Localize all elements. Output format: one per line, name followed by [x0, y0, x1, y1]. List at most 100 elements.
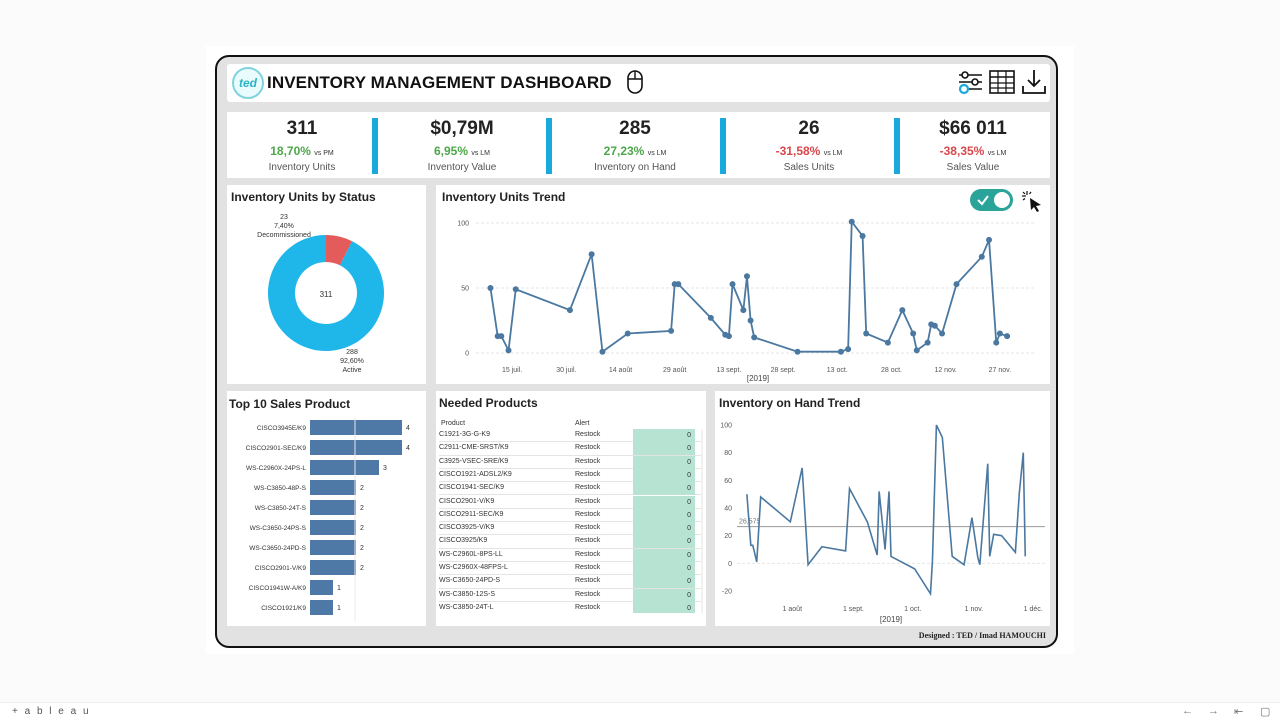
table-scrollbar[interactable] [701, 429, 703, 613]
kpi-label: Inventory Value [427, 162, 497, 173]
table-row[interactable]: CISCO1921-ADSL2/K9 Restock 0 [439, 468, 703, 483]
table-row[interactable]: CISCO2901-V/K9 Restock 0 [439, 495, 703, 509]
units-trend-chart[interactable]: 0 50 100 15 juil. 30 juil. 14 août 29 août 13 s… [436, 185, 1050, 384]
table-row[interactable]: WS-C2960L-8PS-LL Restock 0 [439, 548, 703, 562]
kpi-sales-value: $66 011 -38,35% vs LM Sales Value [898, 112, 1048, 178]
y-tick-label: 100 [720, 423, 732, 430]
undo-icon[interactable]: ← [1182, 705, 1193, 717]
top10-title: Top 10 Sales Product [229, 397, 351, 411]
table-row[interactable]: WS-C3850-24T-L Restock 0 [439, 601, 703, 613]
active-pct: 92,60% [340, 358, 364, 365]
data-point [863, 330, 870, 337]
qty-cell: 0 [633, 442, 695, 456]
data-point [599, 348, 606, 355]
data-point [588, 251, 595, 258]
needed-products-table[interactable]: Product Alert C1921-3G-G-K9 Restock 0 C2911… [439, 419, 703, 613]
x-tick-label: 1 oct. [904, 606, 921, 613]
bar-value-label: 2 [360, 565, 364, 572]
data-point [675, 281, 682, 288]
bar-value-label: 4 [406, 445, 410, 452]
download-icon[interactable] [1019, 67, 1049, 97]
needed-products-title: Needed Products [439, 396, 538, 410]
series-line [746, 424, 1027, 597]
table-grid-icon[interactable] [987, 67, 1017, 97]
product-cell: WS-C3650-24PD-S [439, 577, 501, 585]
product-cell: CISCO3925-V/K9 [439, 524, 495, 532]
data-point [913, 347, 920, 354]
top10-bar-chart[interactable]: CISCO3945E/K9 4 CISCO2901-SEC/K9 4 WS-C2960X… [227, 391, 426, 626]
units-trend-title: Inventory Units Trend [442, 190, 566, 204]
data-point [884, 339, 891, 346]
kpi-separator [894, 118, 900, 174]
data-point [668, 327, 675, 334]
y-tick-label: 20 [724, 533, 732, 540]
alert-cell: Restock [575, 470, 601, 478]
data-point [978, 253, 985, 260]
mouse-icon[interactable] [621, 68, 649, 96]
kpi-label: Inventory Units [268, 162, 336, 173]
bar [310, 540, 356, 555]
revert-icon[interactable]: ⇤ [1234, 706, 1244, 718]
status-donut-chart[interactable]: 23 7,40% Decommissioned 311 288 92,60% A… [227, 185, 426, 384]
col-alert: Alert [575, 420, 590, 427]
data-point [624, 330, 631, 337]
kpi-delta-pct: -31,58% [775, 144, 821, 158]
data-point [512, 286, 519, 293]
table-row[interactable]: CISCO3925-V/K9 Restock 0 [439, 522, 703, 536]
donut-slice-active [268, 235, 384, 351]
y-tick-label: 0 [728, 561, 732, 568]
data-point [740, 307, 747, 314]
kpi-separator [546, 118, 552, 174]
alert-cell: Restock [575, 603, 601, 611]
bar-category-label: CISCO1921/K9 [261, 605, 306, 612]
data-point [939, 330, 946, 337]
qty-cell: 0 [633, 429, 695, 442]
cursor-click-icon[interactable] [1020, 189, 1044, 213]
product-cell: CISCO3925/K9 [439, 537, 488, 545]
kpi-value: $0,79M [430, 118, 494, 139]
table-row[interactable]: WS-C3650-24PD-S Restock 0 [439, 575, 703, 589]
data-point [899, 307, 906, 314]
onhand-trend-title: Inventory on Hand Trend [719, 396, 861, 410]
x-tick-label: 1 nov. [965, 606, 984, 613]
tableau-logo[interactable]: + a b l e a u [12, 706, 91, 717]
table-row[interactable]: WS-C2960X-48FPS-L Restock 0 [439, 562, 703, 576]
kpi-delta: 18,70% vs PM [227, 144, 377, 158]
table-row[interactable]: CISCO2911-SEC/K9 Restock 0 [439, 508, 703, 523]
table-row[interactable]: CISCO3925/K9 Restock 0 [439, 535, 703, 549]
alert-cell: Restock [575, 590, 601, 598]
bar [310, 480, 356, 495]
table-row[interactable]: C2911-CME-SRST/K9 Restock 0 [439, 442, 703, 456]
redo-icon[interactable]: → [1208, 705, 1219, 717]
filter-sliders-icon[interactable] [955, 67, 985, 97]
y-tick-label: 50 [461, 286, 469, 293]
bar-value-label: 2 [360, 525, 364, 532]
table-row[interactable]: WS-C3850-12S-S Restock 0 [439, 588, 703, 602]
table-row[interactable]: CISCO1941-SEC/K9 Restock 0 [439, 482, 703, 496]
needed-products-panel: Needed Products Product Alert C1921-3G-G… [436, 391, 706, 626]
product-cell: CISCO2911-SEC/K9 [439, 510, 504, 518]
ted-logo: ted [232, 67, 264, 99]
qty-cell: 0 [633, 468, 695, 482]
kpi-delta: 6,95% vs LM [387, 144, 537, 158]
tableau-toolbar: + a b l e a u ← → ⇤ ▢ [0, 702, 1280, 720]
table-row[interactable]: C3925-VSEC-SRE/K9 Restock 0 [439, 455, 703, 469]
kpi-inventory-on-hand: 285 27,23% vs LM Inventory on Hand [560, 112, 710, 178]
kpi-sales-units: 26 -31,58% vs LM Sales Units [734, 112, 884, 178]
table-row[interactable]: C1921-3G-G-K9 Restock 0 [439, 429, 703, 443]
kpi-vs: vs PM [314, 150, 334, 157]
qty-cell: 0 [633, 548, 695, 562]
product-cell: WS-C3850-12S-S [439, 590, 496, 598]
product-cell: C2911-CME-SRST/K9 [439, 444, 509, 452]
active-label: Active [342, 367, 361, 374]
x-tick-label: 1 sept. [843, 606, 864, 613]
kpi-value: $66 011 [939, 118, 1007, 139]
alert-cell: Restock [575, 497, 601, 505]
bar [310, 520, 356, 535]
fullscreen-icon[interactable]: ▢ [1260, 706, 1271, 718]
trend-toggle[interactable] [970, 189, 1014, 211]
kpi-delta-pct: -38,35% [939, 144, 985, 158]
x-tick-label: 29 août [663, 367, 686, 374]
top10-panel: Top 10 Sales Product CISCO3945E/K9 4 CISCO… [227, 391, 426, 626]
